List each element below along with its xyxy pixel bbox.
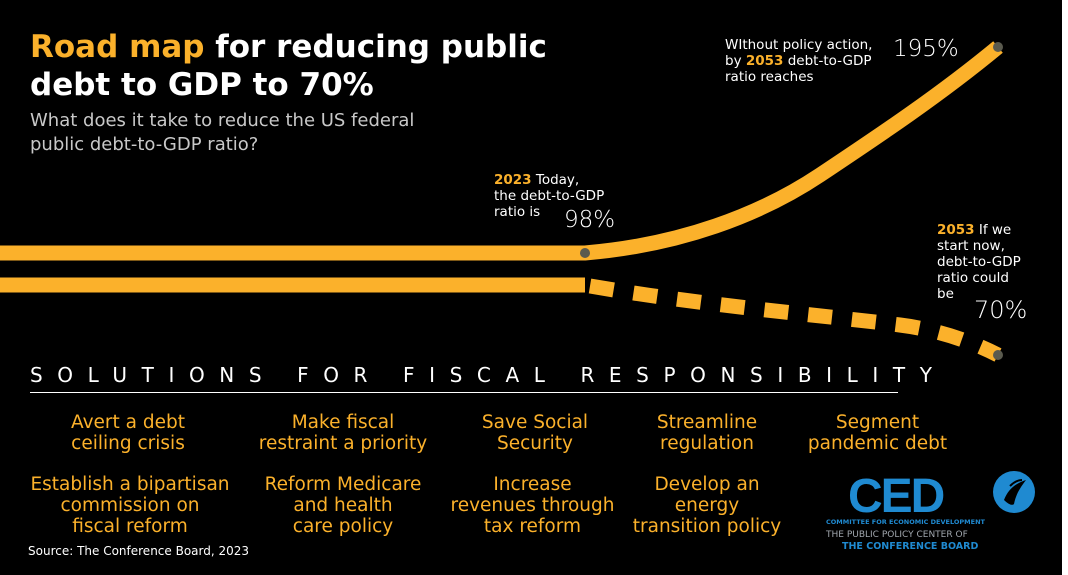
start-now-text-d: ratio could (937, 270, 1009, 286)
today-year: 2023 (494, 172, 532, 188)
today-value: 98% (564, 207, 616, 233)
solution-item-pandemic-debt: Segment pandemic debt (807, 412, 948, 454)
solutions-header: SOLUTIONS FOR FISCAL RESPONSIBILITY (30, 363, 947, 387)
today-marker (580, 248, 590, 258)
ced-logo: CED (848, 470, 1035, 518)
logo-line1: COMMITTEE FOR ECONOMIC DEVELOPMENT (826, 518, 985, 526)
no-action-road (0, 41, 1003, 261)
no-action-line1: WIthout policy action, (725, 37, 873, 53)
start-now-text-e: be (937, 286, 954, 302)
today-annotation: 2023 Today, the debt-to-GDP ratio is (494, 172, 664, 220)
no-action-value: 195% (893, 36, 959, 62)
no-action-suffix: debt-to-GDP (783, 53, 872, 69)
no-action-prefix: by (725, 53, 746, 69)
solution-item-debt-ceiling: Avert a debt ceiling crisis (71, 412, 185, 454)
solution-item-tax-reform: Increase revenues through tax reform (450, 474, 615, 537)
start-now-text-c: debt-to-GDP (937, 254, 1021, 270)
solutions-divider (30, 392, 898, 393)
start-now-text-a: If we (974, 222, 1012, 238)
solution-item-social-security: Save Social Security (481, 412, 589, 454)
debt-road-chart (0, 41, 1003, 362)
today-text-b: the debt-to-GDP (494, 188, 605, 204)
page-title: Road map for reducing public debt to GDP… (30, 28, 550, 104)
page-subtitle: What does it take to reduce the US feder… (30, 110, 415, 155)
no-action-line3: ratio reaches (725, 69, 814, 85)
logo-line2: THE PUBLIC POLICY CENTER OF (826, 530, 968, 540)
title-highlight: Road map (30, 29, 205, 65)
today-text-c: ratio is (494, 204, 541, 220)
solution-item-medicare: Reform Medicare and health care policy (264, 474, 422, 537)
logo-line3: THE CONFERENCE BOARD (842, 541, 979, 552)
start-now-value: 70% (974, 296, 1028, 324)
no-action-marker (993, 42, 1003, 52)
start-now-year: 2053 (937, 222, 975, 238)
solution-item-bipartisan-commission: Establish a bipartisan commission on fisca… (30, 474, 230, 537)
solution-item-energy-transition: Develop an energy transition policy (632, 474, 782, 537)
title-rest: for reducing public debt to GDP to 70% (30, 29, 547, 103)
start-now-marker (993, 350, 1003, 360)
start-now-text-b: start now, (937, 238, 1005, 254)
policy-road-dashed (588, 278, 1002, 362)
solution-item-fiscal-restraint: Make fiscal restraint a priority (258, 412, 428, 454)
no-action-annotation: WIthout policy action, by 2053 debt-to-G… (725, 37, 895, 85)
start-now-annotation: 2053 If we start now, debt-to-GDP ratio … (937, 222, 1057, 302)
ced-logo-text: CED (848, 470, 944, 518)
solution-item-regulation: Streamline regulation (656, 412, 758, 454)
source-note: Source: The Conference Board, 2023 (28, 544, 250, 558)
no-action-year: 2053 (745, 53, 784, 69)
today-text-a: Today, (531, 172, 580, 188)
